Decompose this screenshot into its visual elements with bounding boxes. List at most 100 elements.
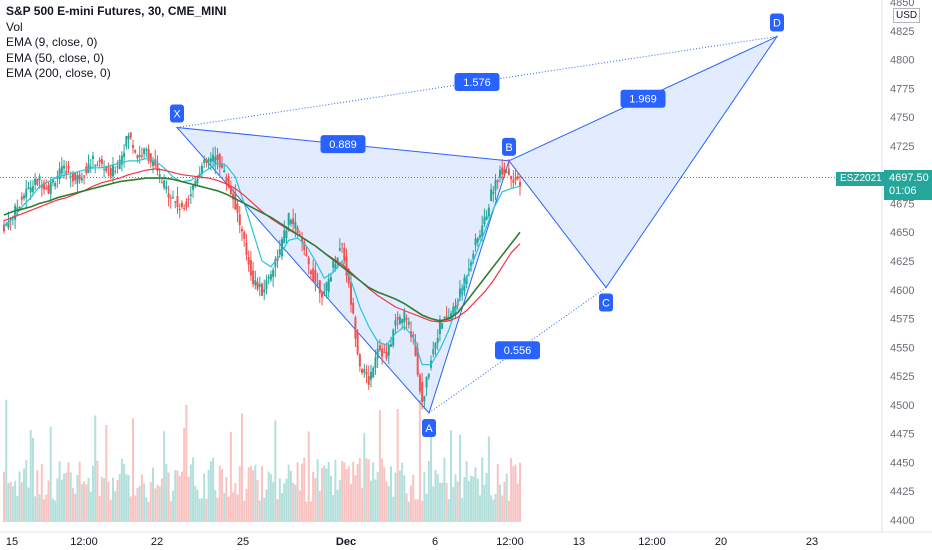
volume-bar bbox=[314, 477, 317, 522]
volume-bar bbox=[309, 501, 312, 522]
candle-body bbox=[458, 288, 461, 298]
candle-body bbox=[118, 159, 121, 170]
candle-body bbox=[100, 158, 103, 165]
legend-ema-9[interactable]: EMA (9, close, 0) bbox=[6, 35, 98, 49]
volume-bar bbox=[418, 399, 421, 522]
volume-bar bbox=[65, 472, 68, 522]
pattern-point-label: C bbox=[602, 297, 610, 309]
volume-bar bbox=[323, 465, 326, 522]
pattern-ratio-badge[interactable] bbox=[620, 89, 666, 108]
candle-body bbox=[107, 167, 110, 169]
volume-bar bbox=[416, 499, 419, 522]
volume-bar bbox=[232, 492, 235, 522]
xabcd-pattern[interactable] bbox=[175, 35, 779, 414]
volume-bar bbox=[452, 487, 455, 522]
candle-body bbox=[212, 154, 215, 162]
candle-body bbox=[154, 159, 157, 166]
volume-bar bbox=[516, 483, 519, 522]
volume-bar bbox=[287, 464, 290, 522]
candle-body bbox=[252, 270, 255, 285]
volume-bar bbox=[298, 490, 301, 522]
volume-bar bbox=[5, 399, 8, 522]
volume-bar bbox=[425, 493, 428, 522]
volume-bar bbox=[436, 473, 439, 522]
volume-bar bbox=[71, 487, 74, 522]
pattern-ratio-badge[interactable] bbox=[454, 73, 500, 92]
candle-body bbox=[174, 201, 177, 203]
volume-bar bbox=[392, 496, 395, 522]
volume-bar bbox=[492, 499, 495, 522]
candle-body bbox=[29, 187, 32, 193]
last-price: 4697.50 bbox=[889, 172, 929, 184]
candle-body bbox=[138, 154, 141, 157]
volume-bar bbox=[247, 467, 250, 522]
pattern-ratio-label: 1.969 bbox=[629, 94, 657, 106]
volume-bar bbox=[127, 475, 130, 522]
volume-bar bbox=[189, 464, 192, 522]
volume-bar bbox=[283, 483, 286, 522]
symbol-price-tag: ESZ2021 bbox=[836, 172, 886, 186]
volume-bar bbox=[369, 480, 372, 522]
pattern-point-badge[interactable] bbox=[422, 418, 436, 437]
time-axis[interactable]: 15 12:00 22 25 Dec 6 12:00 13 12:00 20 23 bbox=[0, 531, 932, 548]
candle-body bbox=[425, 376, 428, 388]
volume-bar bbox=[236, 494, 239, 522]
pattern-ratio-badge[interactable] bbox=[320, 135, 366, 154]
pattern-point-label: B bbox=[505, 142, 512, 154]
pattern-point-label: X bbox=[173, 108, 181, 120]
legend-volume[interactable]: Vol bbox=[6, 19, 23, 34]
volume-bar bbox=[23, 468, 26, 522]
pattern-point-badge[interactable] bbox=[170, 104, 184, 123]
price-tick-label: 4650 bbox=[890, 227, 914, 239]
pattern-point-labels[interactable]: X A B C D bbox=[170, 13, 784, 437]
volume-bar bbox=[394, 472, 397, 522]
candle-body bbox=[378, 345, 381, 350]
candle-body bbox=[385, 351, 388, 359]
price-tick-label: 4725 bbox=[890, 141, 914, 153]
candle-body bbox=[361, 369, 364, 373]
volume-bar bbox=[138, 485, 141, 522]
volume-bar bbox=[381, 458, 384, 522]
price-tick-label: 4600 bbox=[890, 285, 914, 297]
currency-badge[interactable]: USD bbox=[893, 8, 921, 23]
volume-bar bbox=[80, 483, 83, 522]
candle-body bbox=[143, 148, 146, 155]
pattern-triangle-xab[interactable] bbox=[175, 126, 510, 414]
pattern-point-badge[interactable] bbox=[599, 293, 613, 312]
pattern-triangle-bcd[interactable] bbox=[508, 35, 779, 289]
candle-body bbox=[200, 165, 203, 174]
volume-bar bbox=[472, 476, 475, 522]
pattern-ratio-labels[interactable]: 0.889 0.556 1.969 1.576 bbox=[320, 73, 666, 360]
volume-bar bbox=[165, 464, 168, 522]
legend-ema-50[interactable]: EMA (50, close, 0) bbox=[6, 50, 105, 65]
candle-body bbox=[236, 203, 239, 213]
volume-bar bbox=[45, 494, 48, 522]
candle-body bbox=[60, 166, 63, 174]
volume-bar bbox=[87, 477, 90, 522]
candle-body bbox=[436, 337, 439, 344]
candle-body bbox=[76, 175, 79, 184]
candle-body bbox=[467, 268, 470, 270]
volume-bar bbox=[514, 464, 517, 522]
pattern-ratio-label: 1.576 bbox=[463, 77, 491, 89]
price-axis[interactable]: 4400 4425 4450 4475 4500 4525 4550 4575 4600 4625… bbox=[881, 0, 914, 532]
volume-bar bbox=[214, 490, 217, 522]
volume-bar bbox=[401, 462, 404, 522]
candle-body bbox=[63, 165, 66, 169]
pattern-point-badge[interactable] bbox=[502, 137, 516, 156]
candle-body bbox=[194, 181, 197, 187]
price-tick-label: 4450 bbox=[890, 457, 914, 469]
volume-bar bbox=[212, 457, 215, 522]
volume-bar bbox=[465, 461, 468, 522]
pattern-point-badge[interactable] bbox=[770, 13, 784, 32]
volume-bar bbox=[334, 459, 337, 522]
symbol-title[interactable]: S&P 500 E-mini Futures, 30, CME_MINI bbox=[6, 4, 227, 18]
volume-bar bbox=[467, 480, 470, 522]
volume-bar bbox=[307, 431, 310, 522]
candle-body bbox=[341, 243, 344, 245]
volume-bar bbox=[98, 496, 101, 522]
pattern-ratio-badge[interactable] bbox=[495, 341, 540, 360]
volume-bar bbox=[403, 475, 406, 522]
legend-ema-200[interactable]: EMA (200, close, 0) bbox=[6, 66, 111, 80]
